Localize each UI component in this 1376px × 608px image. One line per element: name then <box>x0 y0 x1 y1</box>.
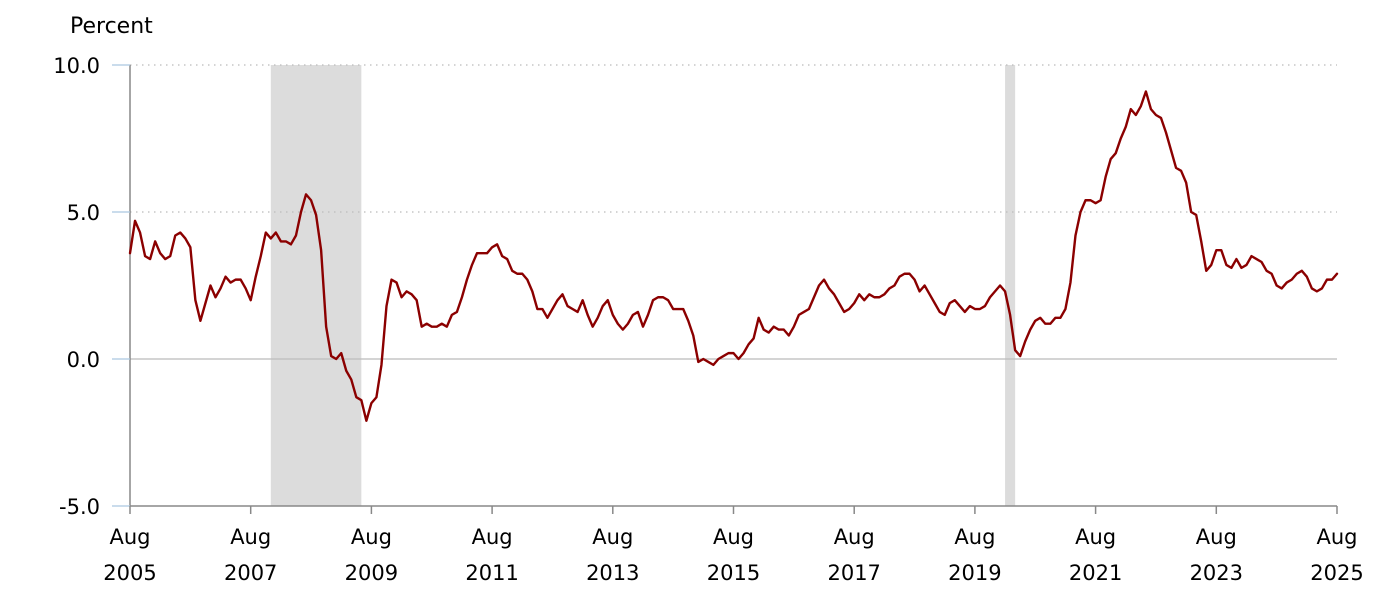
x-tick-label-year: 2023 <box>1190 561 1243 585</box>
recession-shading <box>270 65 1016 506</box>
x-tick-label-year: 2005 <box>103 561 156 585</box>
x-tick-label-year: 2017 <box>827 561 880 585</box>
y-tick-labels: 10.0 5.0 0.0 -5.0 <box>53 54 100 519</box>
x-tick-label-year: 2025 <box>1310 561 1363 585</box>
x-tick-label-year: 2009 <box>345 561 398 585</box>
x-tick-labels: Aug 2005 Aug 2007 Aug 2009 Aug 2011 Aug 2013 Aug 20… <box>103 525 1363 585</box>
y-axis-unit-label: Percent <box>70 14 153 39</box>
x-tick-label-year: 2011 <box>465 561 518 585</box>
series-line-0 <box>128 90 1339 422</box>
x-tick-label-year: 2015 <box>707 561 760 585</box>
y-tick-label: -5.0 <box>59 495 100 519</box>
y-tick-label: 0.0 <box>67 348 100 372</box>
x-tick-label-month: Aug <box>713 525 754 549</box>
x-tick-label-year: 2021 <box>1069 561 1122 585</box>
shaded-region-0 <box>270 65 362 506</box>
x-tick-label-month: Aug <box>109 525 150 549</box>
shaded-region-1 <box>1005 65 1016 506</box>
y-tick-label: 5.0 <box>67 201 100 225</box>
x-tick-label-year: 2013 <box>586 561 639 585</box>
x-tick-label-month: Aug <box>230 525 271 549</box>
series-line-layer <box>128 90 1339 422</box>
x-tick-label-month: Aug <box>1316 525 1357 549</box>
x-tick-label-month: Aug <box>1075 525 1116 549</box>
x-tick-label-month: Aug <box>834 525 875 549</box>
x-tick-label-month: Aug <box>592 525 633 549</box>
x-tick-label-month: Aug <box>351 525 392 549</box>
x-tick-label-month: Aug <box>954 525 995 549</box>
x-tick-label-month: Aug <box>472 525 513 549</box>
x-tick-label-year: 2007 <box>224 561 277 585</box>
axes <box>112 64 1338 514</box>
x-tick-label-month: Aug <box>1196 525 1237 549</box>
y-tick-label: 10.0 <box>53 54 100 78</box>
gridlines <box>130 64 1337 360</box>
x-tick-label-year: 2019 <box>948 561 1001 585</box>
